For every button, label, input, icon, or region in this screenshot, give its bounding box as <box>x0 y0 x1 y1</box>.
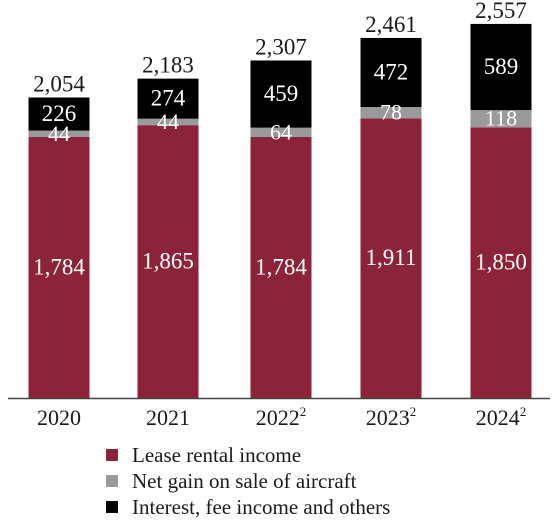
x-tick-labels: 2020 2021 20222 20232 20242 <box>37 404 526 430</box>
total-label-2024: 2,557 <box>475 0 527 23</box>
total-label-2023: 2,461 <box>365 12 417 37</box>
total-label-2021: 2,183 <box>142 53 194 78</box>
bar-lease-rental-income-2024 <box>470 127 532 398</box>
bar-interest-fee-income-and-others-2024 <box>470 23 532 111</box>
data-label-interest-fee-income-and-others-2023: 472 <box>374 59 409 84</box>
bar-net-gain-on-sale-of-aircraft-2022 <box>250 127 312 137</box>
data-label-lease-rental-income-2024: 1,850 <box>475 250 527 275</box>
data-label-lease-rental-income-2023: 1,911 <box>366 245 417 270</box>
bar-net-gain-on-sale-of-aircraft-2021 <box>137 118 199 126</box>
bar-lease-rental-income-2023 <box>360 118 422 398</box>
total-label-2022: 2,307 <box>255 34 307 59</box>
x-tick-label-2021: 2021 <box>146 405 190 430</box>
x-tick-superscript-2024: 2 <box>520 404 527 419</box>
bar-interest-fee-income-and-others-2020 <box>28 97 90 131</box>
bar-lease-rental-income-2022 <box>250 137 312 398</box>
legend-swatch-interest <box>106 501 118 513</box>
bar-lease-rental-income-2021 <box>137 125 199 399</box>
bar-net-gain-on-sale-of-aircraft-2024 <box>470 110 532 128</box>
x-tick-label-2024: 20242 <box>476 404 527 430</box>
legend-label-lease: Lease rental income <box>132 442 302 467</box>
data-label-interest-fee-income-and-others-2022: 459 <box>264 81 299 106</box>
x-tick-label-2023: 20232 <box>366 404 417 430</box>
data-label-interest-fee-income-and-others-2024: 589 <box>484 54 519 79</box>
legend-label-interest: Interest, fee income and others <box>132 494 391 519</box>
legend: Lease rental income Net gain on sale of … <box>106 442 390 520</box>
x-tick-superscript-2022: 2 <box>300 404 307 419</box>
bars-layer <box>28 23 532 399</box>
data-label-interest-fee-income-and-others-2020: 226 <box>42 101 77 126</box>
bar-net-gain-on-sale-of-aircraft-2020 <box>28 130 90 137</box>
data-label-net-gain-on-sale-of-aircraft-2020: 44 <box>48 121 70 146</box>
data-label-lease-rental-income-2022: 1,784 <box>255 255 307 280</box>
data-label-net-gain-on-sale-of-aircraft-2022: 64 <box>270 119 292 144</box>
data-label-net-gain-on-sale-of-aircraft-2023: 78 <box>380 100 402 125</box>
data-label-lease-rental-income-2021: 1,865 <box>142 249 194 274</box>
data-label-net-gain-on-sale-of-aircraft-2024: 118 <box>485 106 517 131</box>
legend-swatch-net-gain <box>106 475 118 487</box>
bar-interest-fee-income-and-others-2022 <box>250 60 312 128</box>
x-tick-superscript-2023: 2 <box>410 404 417 419</box>
bar-interest-fee-income-and-others-2021 <box>137 78 199 119</box>
legend-swatch-lease <box>106 449 118 461</box>
data-label-net-gain-on-sale-of-aircraft-2021: 44 <box>157 109 179 134</box>
data-label-lease-rental-income-2020: 1,784 <box>33 255 85 280</box>
x-tick-label-2020: 2020 <box>37 405 81 430</box>
labels-layer: 1,784442262,0541,865442742,1831,78464459… <box>33 0 527 280</box>
legend-item-interest-fee: Interest, fee income and others <box>106 494 390 520</box>
x-tick-label-2022: 20222 <box>256 404 307 430</box>
legend-item-lease-rental-income: Lease rental income <box>106 442 390 468</box>
data-label-interest-fee-income-and-others-2021: 274 <box>151 86 186 111</box>
total-label-2020: 2,054 <box>33 71 85 96</box>
legend-label-net-gain: Net gain on sale of aircraft <box>132 468 357 493</box>
bar-lease-rental-income-2020 <box>28 137 90 398</box>
bar-interest-fee-income-and-others-2023 <box>360 37 422 108</box>
bar-net-gain-on-sale-of-aircraft-2023 <box>360 107 422 119</box>
legend-item-net-gain: Net gain on sale of aircraft <box>106 468 390 494</box>
